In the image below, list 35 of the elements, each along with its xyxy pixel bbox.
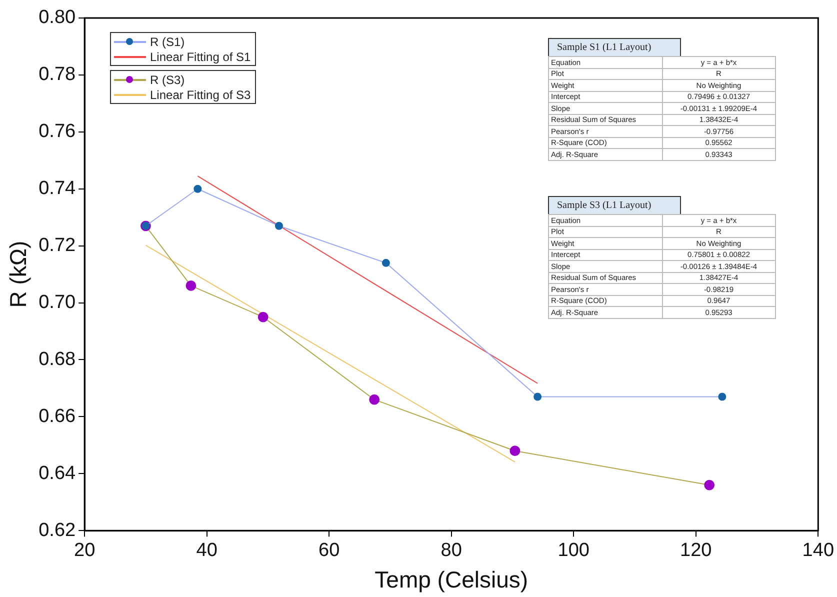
point <box>704 480 715 490</box>
legend-label: Linear Fitting of S3 <box>150 88 251 102</box>
point <box>194 184 202 193</box>
table-tab: Sample S3 (L1 Layout) <box>548 196 681 214</box>
legend-label: Linear Fitting of S1 <box>150 50 251 64</box>
y-tick-label: 0.74 <box>38 178 76 200</box>
x-tick-label: 120 <box>680 540 712 562</box>
x-tick-label: 60 <box>318 540 340 562</box>
point <box>718 392 726 401</box>
x-tick-label: 40 <box>196 540 218 562</box>
point <box>510 446 520 456</box>
point <box>534 392 542 401</box>
x-tick-label: 80 <box>440 540 462 562</box>
legend-label: R (S1) <box>150 34 185 48</box>
y-tick-label: 0.64 <box>38 462 76 484</box>
point <box>382 258 390 267</box>
y-tick-label: 0.72 <box>38 235 76 256</box>
y-axis-title: R (kΩ) <box>5 240 32 308</box>
x-axis-title: Temp (Celsius) <box>374 566 528 593</box>
y-tick-label: 0.70 <box>38 292 76 314</box>
x-tick-label: 100 <box>558 540 590 562</box>
y-tick-label: 0.78 <box>38 64 76 86</box>
point <box>274 222 283 230</box>
point <box>186 280 196 291</box>
y-tick-label: 0.80 <box>38 7 76 28</box>
y-tick-label: 0.66 <box>38 406 76 427</box>
y-tick-label: 0.68 <box>38 348 76 370</box>
point <box>369 394 380 405</box>
x-tick-label: 20 <box>74 540 96 562</box>
legend-label: R (S3) <box>150 72 185 86</box>
x-tick-label: 140 <box>802 540 834 562</box>
point <box>258 312 268 322</box>
table-tab: Sample S1 (L1 Layout) <box>548 38 681 56</box>
y-tick-label: 0.76 <box>38 121 76 142</box>
y-tick-label: 0.62 <box>38 520 76 541</box>
